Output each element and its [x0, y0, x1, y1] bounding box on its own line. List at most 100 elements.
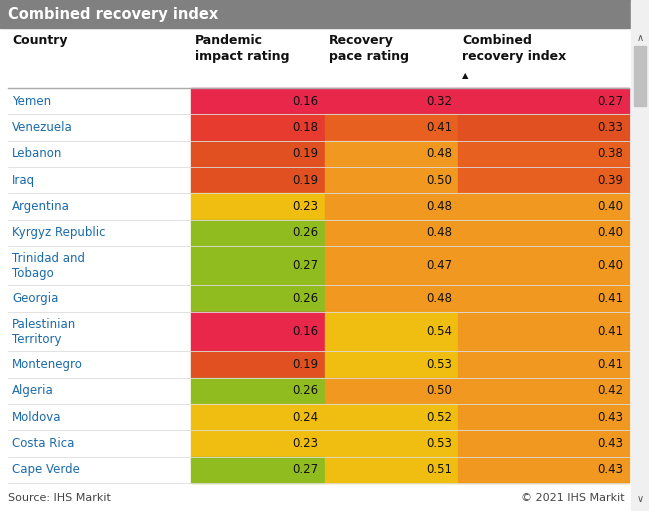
Bar	[191, 114, 324, 141]
Bar	[458, 286, 629, 312]
Text: Cape Verde: Cape Verde	[12, 463, 80, 476]
Text: 0.48: 0.48	[426, 147, 452, 160]
Text: 0.40: 0.40	[597, 259, 623, 272]
Bar	[191, 167, 324, 193]
Text: 0.53: 0.53	[426, 358, 452, 371]
Bar	[458, 430, 629, 457]
Bar	[458, 141, 629, 167]
Bar	[458, 220, 629, 246]
Bar	[324, 141, 458, 167]
Bar	[458, 312, 629, 352]
Text: 0.26: 0.26	[293, 292, 319, 305]
Text: 0.53: 0.53	[426, 437, 452, 450]
Bar	[458, 457, 629, 483]
Bar	[324, 167, 458, 193]
Bar	[191, 220, 324, 246]
Text: Country: Country	[12, 34, 67, 47]
Text: Source: IHS Markit: Source: IHS Markit	[8, 493, 111, 503]
Bar	[324, 378, 458, 404]
Text: 0.40: 0.40	[597, 200, 623, 213]
Bar	[631, 0, 649, 511]
Text: Kyrgyz Republic: Kyrgyz Republic	[12, 226, 106, 239]
Text: 0.47: 0.47	[426, 259, 452, 272]
Text: 0.41: 0.41	[597, 358, 623, 371]
Bar	[324, 114, 458, 141]
Text: Combined recovery index: Combined recovery index	[8, 7, 218, 21]
Bar	[0, 0, 631, 28]
Text: 0.18: 0.18	[293, 121, 319, 134]
Bar	[191, 286, 324, 312]
Text: 0.33: 0.33	[597, 121, 623, 134]
Text: Trinidad and
Tobago: Trinidad and Tobago	[12, 252, 85, 280]
Text: 0.19: 0.19	[293, 147, 319, 160]
Bar	[324, 88, 458, 114]
Text: Combined
recovery index: Combined recovery index	[462, 34, 567, 63]
Bar	[324, 246, 458, 286]
Text: 0.48: 0.48	[426, 292, 452, 305]
Text: Iraq: Iraq	[12, 174, 35, 187]
Bar	[191, 193, 324, 220]
Text: 0.50: 0.50	[426, 174, 452, 187]
Bar	[324, 286, 458, 312]
Bar	[324, 193, 458, 220]
Bar	[458, 246, 629, 286]
Text: 0.38: 0.38	[597, 147, 623, 160]
Bar	[191, 88, 324, 114]
Text: 0.43: 0.43	[597, 463, 623, 476]
Text: 0.54: 0.54	[426, 325, 452, 338]
Text: 0.16: 0.16	[293, 325, 319, 338]
Text: 0.19: 0.19	[293, 174, 319, 187]
Text: Montenegro: Montenegro	[12, 358, 83, 371]
Bar	[191, 457, 324, 483]
Bar	[324, 404, 458, 430]
Text: Pandemic
impact rating: Pandemic impact rating	[195, 34, 289, 63]
Bar	[191, 430, 324, 457]
Text: 0.23: 0.23	[293, 200, 319, 213]
Bar	[634, 46, 646, 106]
Text: 0.48: 0.48	[426, 200, 452, 213]
Text: Lebanon: Lebanon	[12, 147, 62, 160]
Bar	[458, 404, 629, 430]
Text: 0.26: 0.26	[293, 384, 319, 398]
Bar	[324, 430, 458, 457]
Text: ∧: ∧	[637, 33, 644, 43]
Text: 0.39: 0.39	[597, 174, 623, 187]
Bar	[191, 378, 324, 404]
Text: 0.41: 0.41	[597, 325, 623, 338]
Bar	[324, 352, 458, 378]
Text: 0.32: 0.32	[426, 95, 452, 108]
Bar	[458, 352, 629, 378]
Text: Moldova: Moldova	[12, 411, 62, 424]
Text: Costa Rica: Costa Rica	[12, 437, 75, 450]
Bar	[458, 378, 629, 404]
Bar	[458, 193, 629, 220]
Bar	[324, 312, 458, 352]
Text: © 2021 IHS Markit: © 2021 IHS Markit	[521, 493, 625, 503]
Text: 0.27: 0.27	[293, 259, 319, 272]
Bar	[458, 88, 629, 114]
Text: 0.41: 0.41	[597, 292, 623, 305]
Text: 0.41: 0.41	[426, 121, 452, 134]
Text: 0.19: 0.19	[293, 358, 319, 371]
Bar	[324, 220, 458, 246]
Bar	[191, 246, 324, 286]
Text: 0.24: 0.24	[293, 411, 319, 424]
Text: 0.42: 0.42	[597, 384, 623, 398]
Text: 0.27: 0.27	[597, 95, 623, 108]
Text: 0.16: 0.16	[293, 95, 319, 108]
Text: ∨: ∨	[637, 494, 644, 504]
Text: 0.43: 0.43	[597, 411, 623, 424]
Text: 0.23: 0.23	[293, 437, 319, 450]
Bar	[191, 352, 324, 378]
Bar	[324, 457, 458, 483]
Text: Algeria: Algeria	[12, 384, 54, 398]
Bar	[191, 404, 324, 430]
Text: Recovery
pace rating: Recovery pace rating	[328, 34, 409, 63]
Text: 0.48: 0.48	[426, 226, 452, 239]
Text: 0.40: 0.40	[597, 226, 623, 239]
Bar	[191, 312, 324, 352]
Text: Georgia: Georgia	[12, 292, 58, 305]
Bar	[458, 167, 629, 193]
Text: 0.50: 0.50	[426, 384, 452, 398]
Text: Venezuela: Venezuela	[12, 121, 73, 134]
